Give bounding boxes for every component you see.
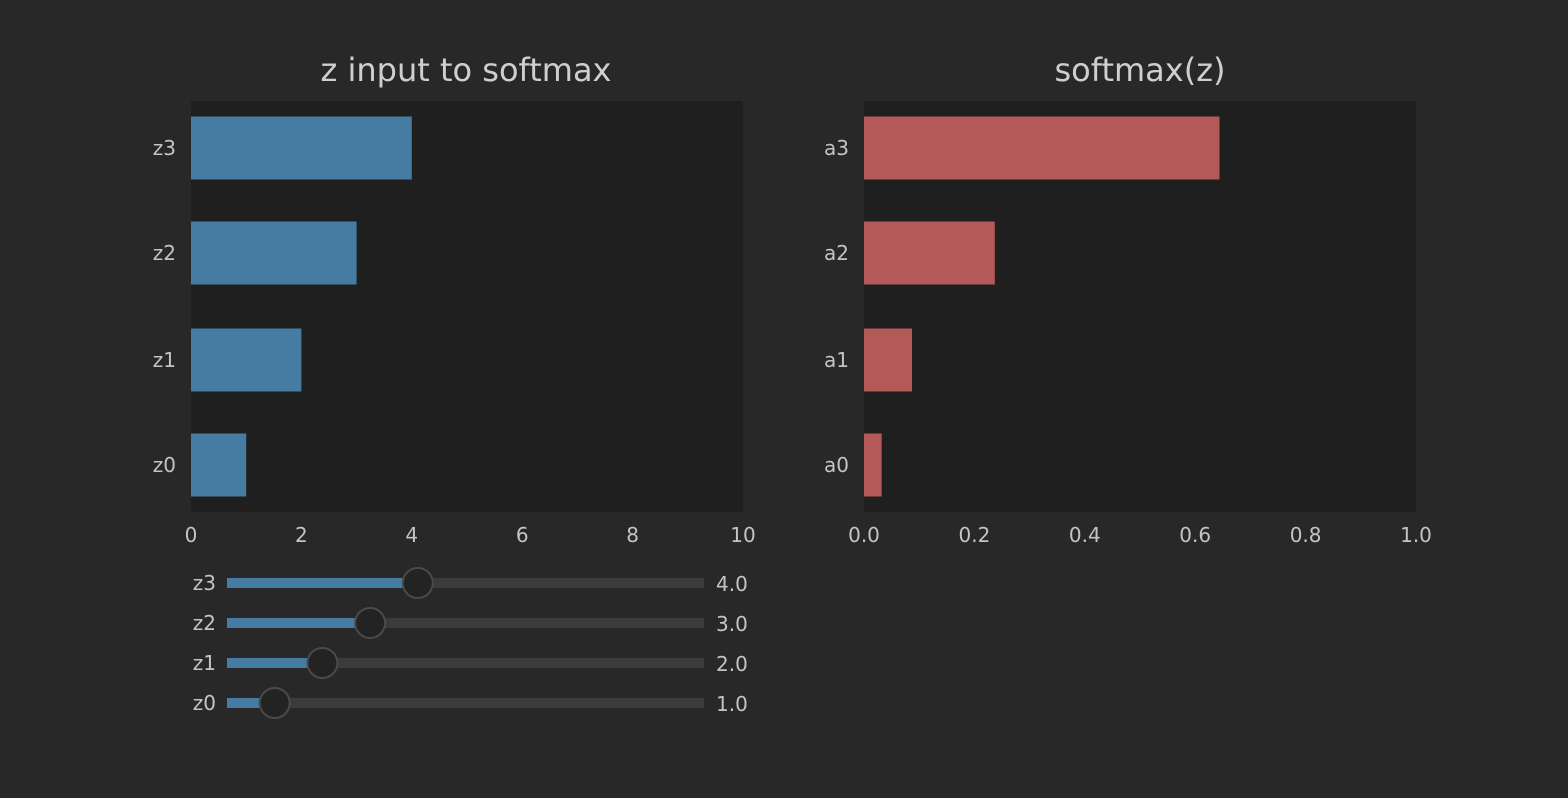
output-xtick-1.0: 1.0 — [1400, 523, 1432, 547]
output-bar-a1 — [864, 328, 913, 392]
slider-value-z0: 1.0 — [716, 692, 748, 716]
output-bar-a3 — [864, 116, 1220, 180]
input-xtick-8: 8 — [626, 523, 639, 547]
output-chart-title: softmax(z) — [1055, 51, 1226, 89]
slider-thumb-z1[interactable] — [306, 647, 339, 679]
slider-thumb-z3[interactable] — [401, 567, 434, 599]
slider-track-z3[interactable] — [227, 578, 704, 588]
slider-fill-z2 — [227, 618, 371, 628]
input-ytick-z3: z3 — [153, 136, 176, 160]
output-chart: softmax(z) a0 a1 a2 a3 0.0 0.2 0.4 0.6 0.8 1.0 — [824, 51, 1432, 547]
output-xtick-0.6: 0.6 — [1179, 523, 1211, 547]
input-ytick-z2: z2 — [153, 241, 176, 265]
slider-z2[interactable]: z2 3.0 — [193, 607, 748, 639]
output-bar-a0 — [864, 433, 882, 497]
slider-label-z0: z0 — [193, 691, 216, 715]
input-chart: z input to softmax z0 z1 z2 z3 0 2 4 6 8 10 — [153, 51, 756, 547]
slider-fill-z1 — [227, 658, 323, 668]
slider-z3[interactable]: z3 4.0 — [193, 567, 748, 599]
output-xtick-0.8: 0.8 — [1290, 523, 1322, 547]
slider-fill-z0 — [227, 698, 275, 708]
slider-thumb-z0[interactable] — [258, 687, 291, 719]
input-bar-z0 — [191, 433, 247, 497]
input-bar-z3 — [191, 116, 412, 180]
slider-value-z1: 2.0 — [716, 652, 748, 676]
input-xtick-10: 10 — [730, 523, 755, 547]
input-xtick-2: 2 — [295, 523, 308, 547]
input-bar-z1 — [191, 328, 302, 392]
slider-track-z0[interactable] — [227, 698, 704, 708]
output-xtick-0.0: 0.0 — [848, 523, 880, 547]
output-bar-a2 — [864, 221, 995, 285]
output-ytick-a3: a3 — [824, 136, 849, 160]
output-ytick-a0: a0 — [824, 453, 849, 477]
input-xtick-4: 4 — [405, 523, 418, 547]
input-ytick-z0: z0 — [153, 453, 176, 477]
output-xtick-0.2: 0.2 — [958, 523, 990, 547]
output-xtick-0.4: 0.4 — [1069, 523, 1101, 547]
slider-track-z2[interactable] — [227, 618, 704, 628]
output-ytick-a1: a1 — [824, 348, 849, 372]
slider-label-z1: z1 — [193, 651, 216, 675]
input-ytick-z1: z1 — [153, 348, 176, 372]
input-xtick-6: 6 — [516, 523, 529, 547]
slider-z1[interactable]: z1 2.0 — [193, 647, 748, 679]
slider-fill-z3 — [227, 578, 418, 588]
slider-thumb-z2[interactable] — [354, 607, 387, 639]
slider-label-z2: z2 — [193, 611, 216, 635]
input-xtick-0: 0 — [185, 523, 198, 547]
input-chart-title: z input to softmax — [321, 51, 612, 89]
input-bar-z2 — [191, 221, 357, 285]
slider-label-z3: z3 — [193, 571, 216, 595]
slider-value-z3: 4.0 — [716, 572, 748, 596]
output-ytick-a2: a2 — [824, 241, 849, 265]
slider-z0[interactable]: z0 1.0 — [193, 687, 748, 719]
slider-value-z2: 3.0 — [716, 612, 748, 636]
slider-panel: z3 4.0 z2 3.0 z1 2.0 z0 1.0 — [193, 567, 748, 719]
slider-track-z1[interactable] — [227, 658, 704, 668]
